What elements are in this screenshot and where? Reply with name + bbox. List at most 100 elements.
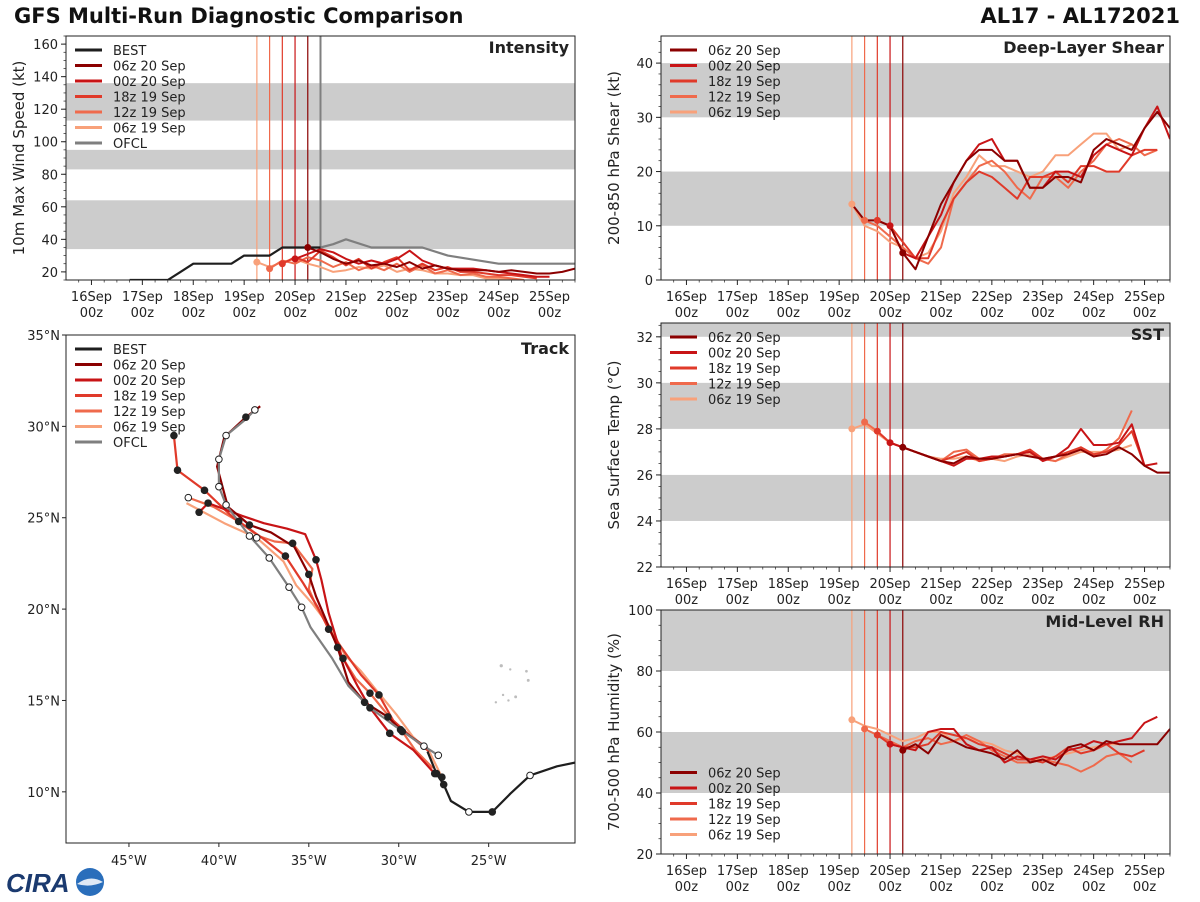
x-tick-label-day: 19Sep (224, 290, 265, 305)
series-line-18z-19-sep (876, 148, 1158, 260)
x-tick-label-day: 25Sep (1124, 290, 1165, 305)
track-position-marker-best (488, 808, 497, 816)
x-tick-label-hour: 00z (878, 880, 902, 895)
x-tick-label-day: 21Sep (325, 290, 366, 305)
y-axis-label-rh: 700-500 hPa Humidity (%) (605, 633, 623, 831)
x-tick-label-hour: 00z (827, 593, 851, 608)
y-tick-label: 26 (636, 469, 653, 484)
track-position-marker-18z-19-sep (173, 466, 182, 475)
run-start-marker-06z-19-sep (253, 258, 261, 266)
x-tick-label-day: 18Sep (173, 290, 214, 305)
panel-title-shear: Deep-Layer Shear (1003, 38, 1164, 57)
panel-title-rh: Mid-Level RH (1045, 612, 1164, 631)
panel-track: 10°N 15°N 20°N 25°N 30°N 35°N 45°W 40°W 35°W 30°W… (27, 329, 576, 869)
lon-tick-label: 40°W (201, 854, 237, 869)
track-position-marker-12z-19-sep (288, 539, 297, 548)
legend-label-18z-19-sep: 18z 19 Sep (113, 390, 186, 405)
y-tick-label: 22 (636, 561, 653, 576)
legend-label-12z-19-sep: 12z 19 Sep (113, 106, 186, 121)
legend-label-12z-19-sep: 12z 19 Sep (708, 378, 781, 393)
plot-area-intensity (66, 36, 575, 280)
shaded-band-1 (661, 171, 1170, 226)
track-position-marker-06z-20-sep (396, 725, 405, 734)
series-line-18z-19-sep (876, 731, 1145, 764)
panel-rh: 2040608010016Sep00z17Sep00z18Sep00z19Sep… (605, 604, 1171, 895)
shaded-band-1 (661, 474, 1170, 521)
legend-label-06z-19-sep: 06z 19 Sep (708, 829, 781, 844)
track-position-marker-12z-19-sep (339, 654, 347, 663)
plot-area-sst (661, 323, 1170, 567)
x-tick-label-hour: 00z (1031, 880, 1055, 895)
track-position-marker-ofcl (245, 532, 254, 540)
track-position-marker-ofcl (251, 406, 259, 414)
y-tick-label: 20 (41, 266, 58, 281)
lat-tick-label: 15°N (27, 694, 60, 709)
series-line-06z-20-sep (902, 446, 1170, 474)
x-tick-label-hour: 00z (1133, 306, 1157, 321)
series-line-ofcl (320, 238, 575, 265)
track-position-marker-18z-19-sep (200, 486, 209, 495)
x-tick-label-day: 22Sep (376, 290, 417, 305)
x-tick-label-day: 16Sep (666, 577, 707, 592)
y-tick-label: 40 (41, 233, 58, 248)
y-tick-label: 28 (636, 423, 653, 438)
track-position-marker-06z-20-sep (333, 643, 342, 652)
x-tick-label-hour: 00z (385, 306, 409, 321)
lat-tick-label: 35°N (27, 329, 60, 344)
x-tick-label-day: 21Sep (920, 577, 961, 592)
x-tick-label-day: 16Sep (71, 290, 112, 305)
run-start-marker-12z-19-sep (861, 725, 869, 733)
x-tick-label-day: 21Sep (920, 864, 961, 879)
plot-area-track (170, 405, 575, 816)
legend-label-06z-20-sep: 06z 20 Sep (708, 44, 781, 59)
track-position-marker-12z-19-sep (234, 517, 243, 526)
x-tick-label-day: 19Sep (819, 577, 860, 592)
track-position-marker-06z-20-sep (245, 521, 254, 529)
track-position-marker-18z-19-sep (324, 625, 333, 634)
track-position-marker-00z-20-sep (366, 703, 374, 712)
x-tick-label-hour: 00z (878, 593, 902, 608)
track-line-06z-19-sep (185, 502, 443, 778)
x-tick-label-hour: 00z (182, 306, 206, 321)
track-position-marker-best (439, 780, 448, 789)
y-tick-label: 20 (636, 848, 653, 863)
y-tick-label: 30 (636, 377, 653, 392)
x-tick-label-day: 24Sep (1073, 864, 1114, 879)
island (525, 669, 528, 673)
track-position-marker-best (432, 769, 441, 778)
x-tick-label-hour: 00z (1031, 593, 1055, 608)
x-tick-label-day: 17Sep (717, 864, 758, 879)
x-tick-label-day: 20Sep (870, 864, 911, 879)
track-line-00z-20-sep (198, 502, 436, 775)
track-position-marker-06z-20-sep (384, 713, 392, 721)
y-tick-label: 40 (636, 57, 653, 72)
legend-label-06z-20-sep: 06z 20 Sep (113, 359, 186, 374)
x-tick-label-hour: 00z (232, 306, 256, 321)
island (514, 695, 518, 699)
cira-logo: CIRA (4, 866, 108, 898)
y-tick-label: 140 (33, 71, 58, 86)
legend-label-06z-19-sep: 06z 19 Sep (113, 122, 186, 137)
plot-area-rh (661, 610, 1170, 854)
panel-intensity: 2040608010012014016016Sep00z17Sep00z18Se… (10, 35, 576, 321)
legend-label-00z-20-sep: 00z 20 Sep (708, 782, 781, 797)
track-position-marker-06z-20-sep (360, 698, 369, 707)
x-tick-label-day: 24Sep (1073, 577, 1114, 592)
x-tick-label-hour: 00z (1082, 880, 1106, 895)
track-position-marker-ofcl (265, 554, 274, 562)
y-tick-label: 30 (636, 111, 653, 126)
series-line-18z-19-sep (281, 249, 537, 280)
x-tick-label-day: 18Sep (768, 577, 809, 592)
y-tick-label: 60 (636, 726, 653, 741)
y-axis-label-sst: Sea Surface Temp (°C) (605, 360, 623, 529)
x-tick-label-day: 25Sep (529, 290, 570, 305)
track-position-marker-06z-20-sep (305, 570, 313, 579)
run-start-marker-06z-19-sep (848, 425, 856, 433)
x-tick-label-hour: 00z (726, 880, 750, 895)
track-position-marker-ofcl (222, 431, 230, 440)
x-tick-label-hour: 00z (675, 306, 699, 321)
x-tick-label-day: 17Sep (122, 290, 163, 305)
